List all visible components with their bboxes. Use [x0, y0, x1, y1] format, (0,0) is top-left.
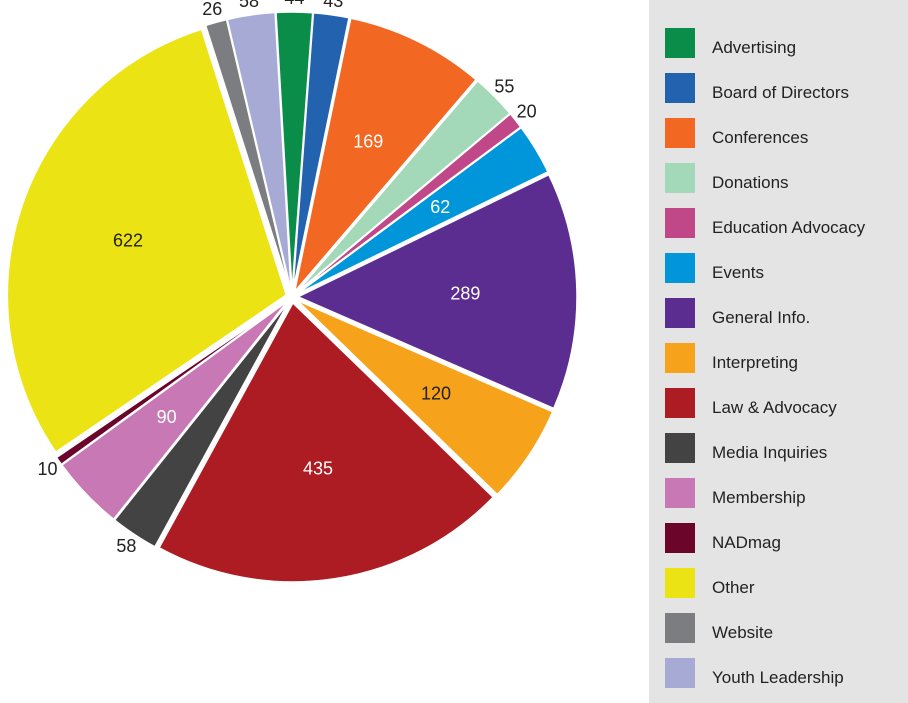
legend-swatch [665, 478, 695, 508]
legend-label: Website [712, 623, 774, 642]
pie-slice [296, 173, 578, 410]
legend-item: Board of Directors [665, 73, 849, 103]
legend-label: Education Advocacy [712, 218, 866, 237]
legend-label: NADmag [712, 533, 781, 552]
legend-swatch [665, 343, 695, 373]
legend-item: Other [665, 568, 755, 598]
legend-label: Donations [712, 173, 789, 192]
pie-slice [292, 12, 350, 292]
legend-swatch [665, 253, 695, 283]
legend-swatch [665, 298, 695, 328]
pie-slice [275, 11, 314, 292]
legend-swatch [665, 388, 695, 418]
legend-label: Law & Advocacy [712, 398, 837, 417]
legend-item: Interpreting [665, 343, 798, 373]
slice-value-label: 435 [303, 458, 333, 478]
legend-label: Interpreting [712, 353, 798, 372]
legend-item: Conferences [665, 118, 808, 148]
legend-swatch [665, 118, 695, 148]
legend-item: NADmag [665, 523, 781, 553]
legend-swatch [665, 208, 695, 238]
slice-value-label: 55 [494, 77, 514, 97]
legend-item: Education Advocacy [665, 208, 865, 238]
pie-slice [226, 11, 292, 292]
legend-item: Events [665, 253, 764, 283]
pie-slice [158, 301, 495, 583]
legend-item: Advertising [665, 28, 796, 58]
pie-slice [296, 126, 549, 295]
slice-value-label: 289 [450, 283, 480, 303]
legend-label: Youth Leadership [712, 668, 844, 687]
legend-label: Membership [712, 488, 806, 507]
legend-item: Membership [665, 478, 806, 508]
slice-value-label: 58 [239, 0, 259, 11]
legend-label: Board of Directors [712, 83, 849, 102]
legend-swatch [665, 28, 695, 58]
slice-value-label: 120 [421, 384, 451, 404]
pie-slice [60, 300, 289, 521]
slice-value-label: 169 [353, 131, 383, 151]
slice-value-label: 10 [37, 459, 57, 479]
slice-value-label: 44 [284, 0, 304, 8]
legend-label: Conferences [712, 128, 809, 147]
legend-label: Events [712, 263, 764, 282]
legend-swatch [665, 613, 695, 643]
slice-value-label: 43 [323, 0, 343, 11]
legend-item: Youth Leadership [665, 658, 844, 688]
slice-value-label: 20 [517, 102, 537, 122]
legend-item: General Info. [665, 298, 810, 328]
legend-item: Donations [665, 163, 789, 193]
pie-slice [293, 17, 478, 295]
legend-swatch [665, 658, 695, 688]
legend: Advertising Board of Directors Conferences… [649, 0, 908, 703]
legend-swatch [665, 163, 695, 193]
legend-swatch [665, 73, 695, 103]
pie-slice [204, 18, 292, 292]
pie-slice [55, 299, 288, 466]
legend-label: Other [712, 578, 755, 597]
legend-item: Law & Advocacy [665, 388, 837, 418]
legend-label: General Info. [712, 308, 811, 327]
legend-swatch [665, 433, 695, 463]
pie-slice [113, 301, 290, 548]
legend-item: Website [665, 613, 773, 643]
slice-value-label: 90 [157, 407, 177, 427]
legend-item: Media Inquiries [665, 433, 827, 463]
slice-value-label: 622 [113, 230, 143, 250]
legend-swatch [665, 523, 695, 553]
pie-slice [296, 299, 554, 496]
legend-swatch [665, 568, 695, 598]
legend-label: Media Inquiries [712, 443, 828, 462]
slice-value-label: 58 [116, 536, 136, 556]
slice-value-label: 26 [202, 0, 222, 19]
slice-value-label: 62 [430, 197, 450, 217]
legend-label: Advertising [712, 38, 797, 57]
pie-slice [6, 28, 288, 454]
